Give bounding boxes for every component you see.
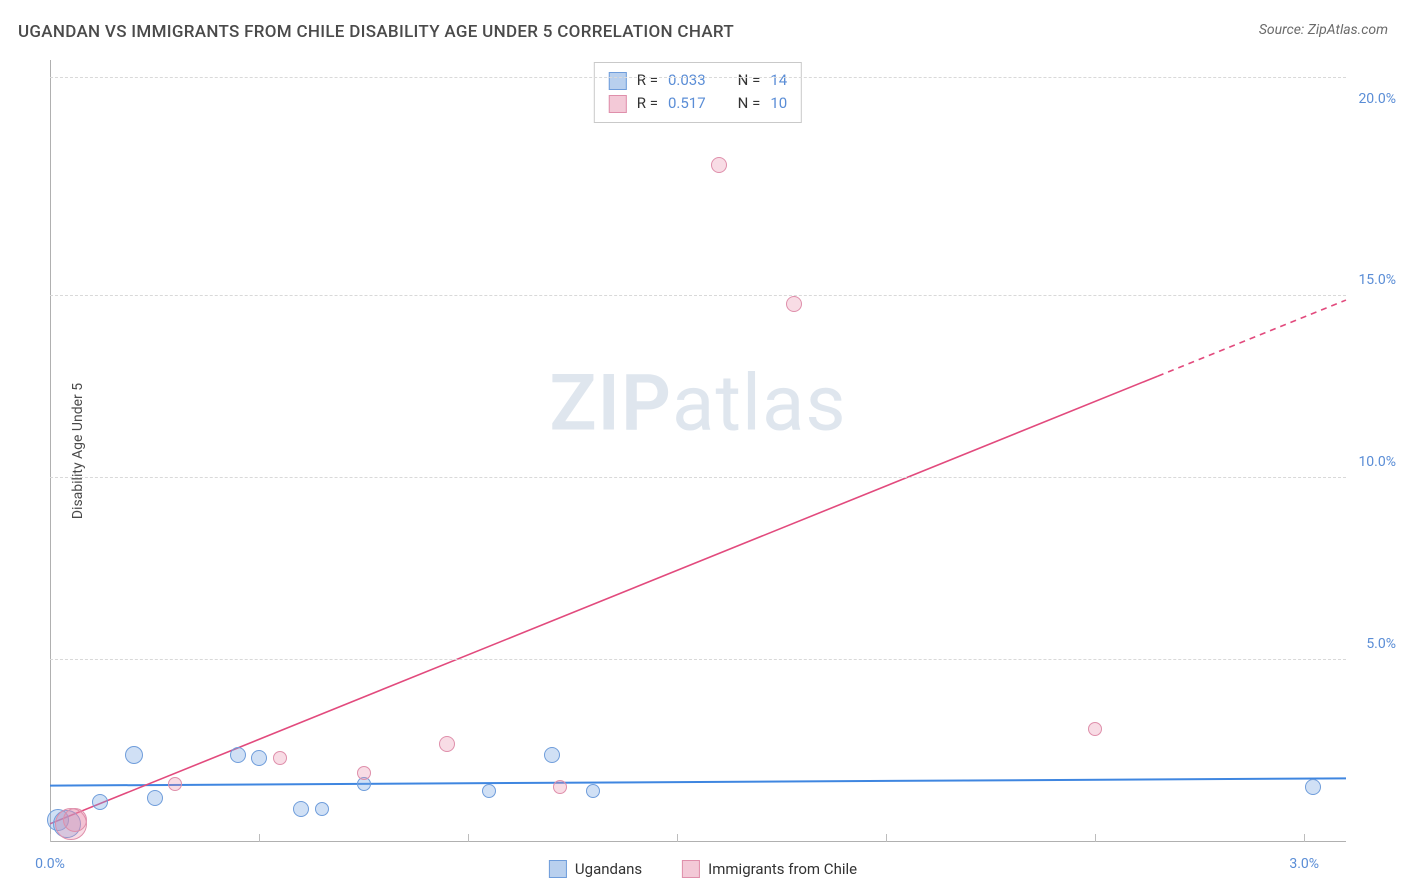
data-point: [482, 784, 496, 798]
y-tick-label: 10.0%: [1358, 454, 1396, 470]
data-point: [544, 747, 560, 763]
stat-label: R =: [637, 69, 658, 92]
data-point: [315, 802, 329, 816]
trend-line: [50, 778, 1346, 785]
data-point: [273, 751, 287, 765]
data-point: [586, 784, 600, 798]
stats-row: R = 0.033 N = 14: [609, 69, 787, 92]
x-tick: [677, 834, 678, 842]
stat-r-value: 0.517: [668, 92, 706, 115]
trend-line: [50, 376, 1158, 824]
x-tick-label: 0.0%: [35, 856, 65, 872]
series-legend: Ugandans Immigrants from Chile: [549, 860, 857, 878]
stat-label: N =: [738, 69, 761, 92]
gridline: [50, 295, 1346, 296]
legend-swatch: [609, 72, 627, 90]
stat-label: R =: [637, 92, 658, 115]
data-point: [357, 766, 371, 780]
stats-row: R = 0.517 N = 10: [609, 92, 787, 115]
data-point: [1305, 779, 1321, 795]
data-point: [439, 736, 455, 752]
legend-swatch: [549, 860, 567, 878]
plot-area: Disability Age Under 5 ZIPatlas R =0.033…: [50, 60, 1346, 842]
chart-title: UGANDAN VS IMMIGRANTS FROM CHILE DISABIL…: [18, 22, 734, 42]
gridline: [50, 477, 1346, 478]
data-point: [293, 801, 309, 817]
gridline: [50, 659, 1346, 660]
data-point: [230, 747, 246, 763]
x-tick-label: 3.0%: [1289, 856, 1319, 872]
legend-item: Ugandans: [549, 860, 642, 878]
legend-label: Immigrants from Chile: [708, 860, 857, 878]
data-point: [786, 296, 802, 312]
data-point: [168, 777, 182, 791]
source-attribution: Source: ZipAtlas.com: [1259, 22, 1388, 38]
x-tick: [1095, 834, 1096, 842]
data-point: [92, 794, 108, 810]
data-point: [711, 157, 727, 173]
legend-swatch: [682, 860, 700, 878]
y-tick-label: 15.0%: [1358, 272, 1396, 288]
data-point: [125, 746, 143, 764]
data-point: [251, 750, 267, 766]
data-point: [553, 780, 567, 794]
stat-n-value: 10: [770, 92, 787, 115]
x-tick: [1304, 834, 1305, 842]
data-point: [147, 790, 163, 806]
y-tick-label: 20.0%: [1358, 91, 1396, 107]
x-tick: [886, 834, 887, 842]
stats-legend-box: R = 0.033 N = 14 R = 0.517 N = 10: [594, 62, 802, 123]
stat-r-value: 0.033: [668, 69, 706, 92]
data-point: [1088, 722, 1102, 736]
legend-swatch: [609, 95, 627, 113]
legend-label: Ugandans: [575, 860, 642, 878]
trend-line-dashed: [1158, 300, 1346, 376]
x-tick: [468, 834, 469, 842]
legend-item: Immigrants from Chile: [682, 860, 857, 878]
y-tick-label: 5.0%: [1366, 636, 1396, 652]
stat-label: N =: [738, 92, 761, 115]
stat-n-value: 14: [770, 69, 787, 92]
trend-lines-layer: [50, 60, 1346, 842]
x-tick: [259, 834, 260, 842]
gridline: [50, 77, 1346, 78]
data-point: [63, 808, 87, 832]
x-tick: [50, 834, 51, 842]
